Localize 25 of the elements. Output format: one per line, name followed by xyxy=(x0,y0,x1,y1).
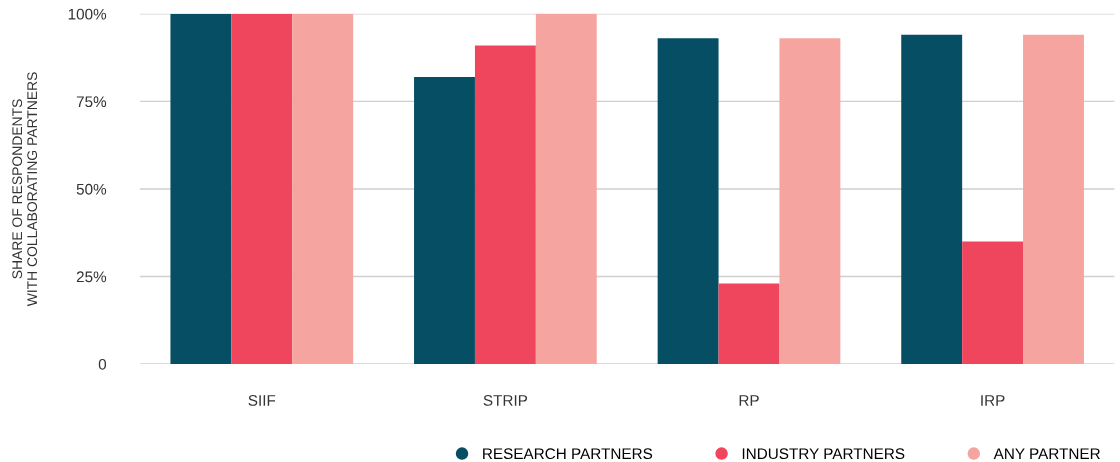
y-tick-label: 100% xyxy=(68,8,107,20)
bar xyxy=(779,38,841,365)
y-tick-label: 75% xyxy=(76,96,107,108)
bar xyxy=(414,76,475,365)
bar xyxy=(718,283,780,365)
x-tick-label: STRIP xyxy=(483,395,528,406)
legend-label: RESEARCH PARTNERS xyxy=(483,448,653,460)
bar xyxy=(657,38,719,365)
bar xyxy=(1023,34,1084,365)
legend-label: ANY PARTNER xyxy=(993,448,1100,459)
legend-label: INDUSTRY PARTNERS xyxy=(742,448,905,460)
y-tick-label: 0 xyxy=(98,358,107,370)
x-tick-label: SIIF xyxy=(248,395,276,406)
bar xyxy=(535,13,597,365)
y-tick-label: 50% xyxy=(76,183,107,195)
y-tick-label: 25% xyxy=(76,271,107,283)
bar xyxy=(962,241,1024,365)
bar xyxy=(474,45,536,365)
bar xyxy=(292,13,354,365)
x-tick-label: RP xyxy=(739,395,759,406)
y-axis-title: SHARE OF RESPONDENTS WITH COLLABORATING PARTNERS xyxy=(12,72,38,307)
x-tick-label: IRP xyxy=(981,395,1005,406)
bar xyxy=(901,34,963,365)
bar xyxy=(231,13,293,365)
bar xyxy=(170,13,232,365)
